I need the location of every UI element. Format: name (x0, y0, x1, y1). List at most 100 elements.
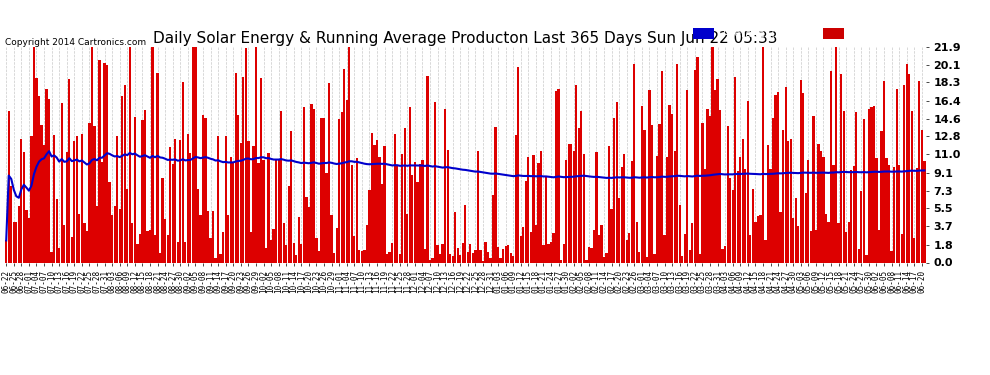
Bar (103, 63, 106, 262)
Bar (878, 230, 880, 262)
Bar (434, 102, 437, 262)
Bar (845, 232, 847, 262)
Bar (316, 238, 318, 262)
Bar (787, 141, 789, 262)
Bar (528, 157, 530, 262)
Bar (144, 110, 147, 262)
Bar (722, 249, 724, 262)
Text: Copyright 2014 Cartronics.com: Copyright 2014 Cartronics.com (5, 38, 147, 47)
Bar (202, 115, 204, 262)
Bar (222, 232, 225, 262)
Bar (606, 253, 608, 262)
Bar (890, 251, 893, 262)
Bar (303, 106, 305, 262)
Bar (618, 198, 621, 262)
Bar (399, 254, 401, 262)
Bar (310, 104, 313, 262)
Bar (578, 128, 580, 262)
Bar (75, 136, 78, 262)
Bar (565, 159, 567, 262)
Bar (709, 116, 711, 262)
Bar (419, 164, 421, 262)
Bar (555, 90, 557, 262)
Bar (137, 244, 139, 262)
Bar (326, 173, 328, 262)
Bar (533, 155, 535, 262)
Bar (906, 64, 908, 262)
Bar (259, 78, 262, 262)
Bar (227, 214, 230, 262)
Bar (724, 246, 727, 262)
Bar (838, 224, 840, 262)
Bar (189, 153, 191, 262)
Bar (729, 178, 732, 262)
Bar (187, 135, 189, 262)
Bar (644, 130, 645, 262)
Bar (628, 234, 631, 262)
Bar (243, 76, 245, 262)
Bar (106, 66, 108, 262)
Bar (522, 227, 525, 262)
Bar (712, 47, 714, 262)
Bar (818, 144, 820, 262)
Bar (714, 90, 716, 262)
Bar (348, 47, 350, 262)
Bar (908, 75, 911, 262)
Bar (676, 64, 678, 262)
Bar (598, 235, 600, 262)
Bar (338, 119, 341, 262)
Bar (275, 159, 277, 262)
Bar (492, 195, 494, 262)
Bar (873, 106, 875, 262)
Bar (171, 165, 174, 262)
Bar (689, 250, 691, 262)
Bar (290, 130, 292, 262)
Bar (10, 186, 13, 262)
Bar (471, 253, 474, 262)
Bar (336, 228, 338, 262)
Bar (653, 254, 655, 262)
Bar (249, 232, 252, 262)
Bar (28, 218, 30, 262)
Bar (55, 199, 57, 262)
Bar (270, 240, 272, 262)
Bar (648, 90, 650, 262)
Bar (719, 111, 721, 262)
Bar (350, 165, 352, 262)
Bar (510, 253, 512, 262)
Bar (868, 110, 870, 262)
Bar (147, 231, 148, 262)
Bar (918, 81, 921, 262)
Bar (525, 181, 527, 262)
Bar (181, 82, 184, 262)
Bar (153, 235, 156, 262)
Bar (603, 256, 605, 262)
Bar (921, 130, 923, 262)
Bar (363, 250, 365, 262)
Bar (595, 152, 598, 262)
Bar (807, 160, 810, 262)
Bar (666, 157, 668, 262)
Bar (96, 206, 98, 262)
Bar (355, 158, 358, 262)
Bar (636, 222, 638, 262)
Bar (207, 211, 209, 262)
Bar (53, 135, 55, 262)
Bar (655, 156, 658, 262)
Bar (26, 210, 28, 262)
Bar (756, 216, 759, 262)
Bar (840, 74, 842, 262)
Bar (779, 212, 782, 262)
Bar (373, 145, 375, 262)
Bar (815, 231, 817, 262)
Bar (567, 144, 570, 262)
Bar (885, 158, 888, 262)
Bar (641, 106, 644, 262)
Bar (572, 151, 575, 262)
Bar (668, 105, 671, 262)
Bar (507, 245, 509, 262)
Bar (645, 257, 648, 262)
Bar (197, 189, 199, 262)
Bar (109, 182, 111, 262)
Bar (156, 73, 158, 262)
